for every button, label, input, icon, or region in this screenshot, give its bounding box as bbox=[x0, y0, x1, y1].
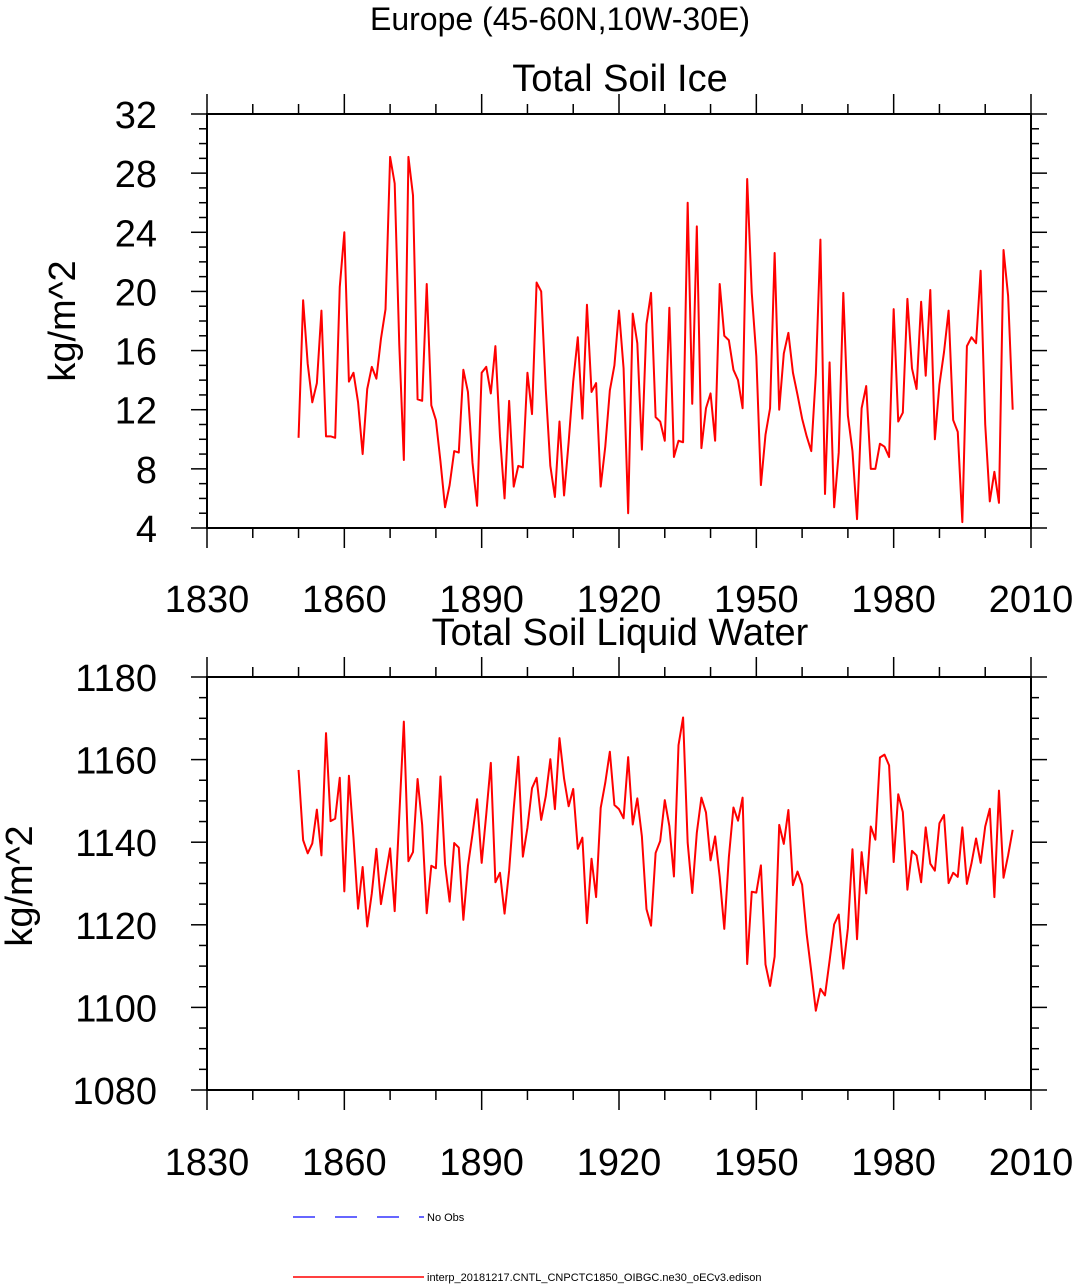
x-tick-label: 1920 bbox=[577, 1142, 662, 1184]
series-line bbox=[297, 155, 1014, 524]
chart-total-soil-liquid-water: Total Soil Liquid Water kg/m^2 1080 1100 1… bbox=[0, 612, 1073, 1184]
x-tick-label: 2010 bbox=[989, 579, 1074, 621]
y-tick-label: 1120 bbox=[75, 906, 157, 948]
y-tick-label: 1140 bbox=[75, 823, 157, 865]
x-tick-label: 1830 bbox=[165, 1142, 250, 1184]
legend: No Obs interp_20181217.CNTL_CNPCTC1850_O… bbox=[293, 1212, 761, 1284]
y-tick-label: 16 bbox=[115, 332, 157, 374]
legend-label-no-obs: No Obs bbox=[427, 1212, 465, 1224]
x-tick-label: 1950 bbox=[714, 1142, 799, 1184]
y-tick-label: 4 bbox=[136, 509, 157, 551]
y-tick-label: 24 bbox=[115, 213, 157, 255]
figure-title: Europe (45-60N,10W-30E) bbox=[370, 1, 750, 37]
y-tick-label: 8 bbox=[136, 450, 157, 492]
x-tick-label: 1860 bbox=[302, 579, 387, 621]
x-tick-label: 1980 bbox=[851, 1142, 936, 1184]
x-tick-label: 1890 bbox=[439, 1142, 524, 1184]
y-tick-label: 1080 bbox=[72, 1071, 157, 1113]
y-tick-label: 1180 bbox=[75, 658, 157, 700]
series-line bbox=[297, 716, 1014, 1012]
x-tick-label: 1920 bbox=[577, 579, 662, 621]
x-tick-label: 1890 bbox=[439, 579, 524, 621]
x-tick-label: 1830 bbox=[165, 579, 250, 621]
x-tick-label: 1950 bbox=[714, 579, 799, 621]
y-tick-label: 1100 bbox=[75, 988, 157, 1030]
legend-label-model: interp_20181217.CNTL_CNPCTC1850_OIBGC.ne… bbox=[427, 1272, 761, 1284]
y-axis-label: kg/m^2 bbox=[0, 825, 41, 946]
y-tick-label: 1160 bbox=[75, 741, 157, 783]
x-tick-label: 2010 bbox=[989, 1142, 1074, 1184]
y-tick-label: 20 bbox=[115, 272, 157, 314]
y-tick-label: 28 bbox=[115, 154, 157, 196]
x-tick-label: 1980 bbox=[851, 579, 936, 621]
y-tick-label: 12 bbox=[115, 391, 157, 433]
y-tick-label: 32 bbox=[115, 95, 157, 137]
chart-total-soil-ice: Total Soil Ice kg/m^2 4 8 12 16 20 24 28 32 1830… bbox=[42, 58, 1073, 621]
chart-title: Total Soil Ice bbox=[512, 58, 727, 100]
y-axis-label: kg/m^2 bbox=[42, 260, 84, 381]
x-tick-label: 1860 bbox=[302, 1142, 387, 1184]
chart-title: Total Soil Liquid Water bbox=[432, 612, 809, 654]
